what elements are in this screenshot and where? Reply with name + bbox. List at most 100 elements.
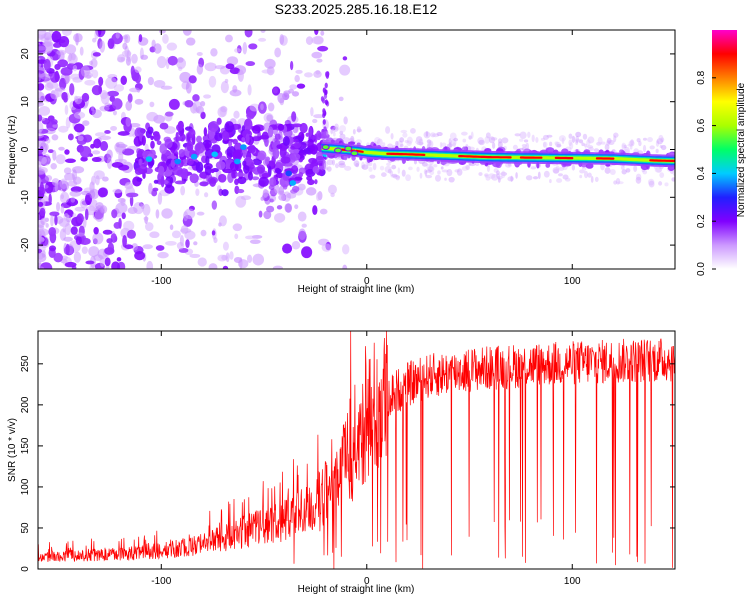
- spectrogram-cell: [468, 162, 476, 167]
- spectrogram-cell: [525, 175, 533, 181]
- spectrogram-cell: [280, 156, 291, 164]
- spectrogram-cell: [427, 142, 431, 147]
- spectrogram-cell: [51, 30, 62, 43]
- y-tick-label: 50: [20, 522, 31, 534]
- spectrogram-cell: [131, 53, 138, 64]
- spectrogram-cell: [234, 178, 239, 186]
- spectrogram-cell: [330, 129, 336, 134]
- spectrogram-cell: [633, 164, 638, 172]
- spectrogram-cell: [239, 257, 243, 269]
- spectrogram-cell: [156, 140, 162, 146]
- spectrogram-cell: [415, 136, 423, 143]
- spectrogram-cell: [330, 139, 335, 144]
- spectrogram-cell: [386, 162, 391, 167]
- spectrogram-cell: [496, 173, 501, 179]
- spectrogram-cell: [297, 211, 307, 222]
- spectrogram-cell: [272, 87, 278, 94]
- spectrogram-cell: [80, 190, 91, 196]
- spectrogram-cell: [625, 168, 631, 173]
- spectrogram-cell: [395, 140, 399, 148]
- spectrogram-cell: [247, 171, 253, 181]
- spectrogram-cell: [70, 196, 76, 203]
- spectrogram-cell: [117, 131, 130, 136]
- spectrogram-cell: [368, 166, 373, 172]
- spectrogram-cell: [440, 166, 444, 170]
- spectrogram-cell: [376, 138, 383, 146]
- spectrogram-cell: [93, 227, 99, 235]
- spectrogram-cell: [79, 145, 92, 158]
- spectrogram-cell: [91, 109, 102, 119]
- spectrogram-cell: [160, 176, 165, 188]
- spectrogram-cell: [289, 152, 301, 161]
- spectrogram-cell: [274, 183, 280, 194]
- spectrogram-cell: [122, 42, 128, 50]
- spectrogram-cell: [246, 111, 255, 120]
- spectrogram-cell: [402, 132, 408, 138]
- spectrogram-cell: [274, 212, 286, 223]
- spectrogram-cell: [464, 165, 470, 170]
- spectrogram-cell: [655, 140, 660, 147]
- spectrogram-cell: [659, 144, 663, 148]
- spectrogram-cell: [204, 192, 209, 198]
- spectrogram-cell: [488, 136, 496, 144]
- spectrogram-cell: [425, 174, 433, 179]
- spectrogram-cell: [184, 230, 196, 240]
- ridge-yellow-band: [321, 146, 675, 163]
- spectrogram-cell: [140, 203, 145, 210]
- spectrogram-cell: [67, 133, 74, 141]
- spectrogram-cell: [252, 158, 263, 166]
- spectrogram-cell: [170, 158, 176, 168]
- ridge-peak-segment: [649, 159, 675, 163]
- spectrogram-cell: [38, 88, 42, 100]
- spectrogram-cell: [113, 84, 125, 92]
- spectrogram-cell: [490, 137, 498, 141]
- spectrogram-cell: [188, 75, 197, 84]
- spectrogram-cell: [552, 167, 560, 174]
- spectrogram-cell: [454, 169, 460, 173]
- spectrogram-cell: [125, 100, 132, 111]
- spectrogram-cell: [569, 142, 574, 150]
- spectrogram-cell: [55, 154, 66, 165]
- spectrogram-cell: [169, 177, 174, 184]
- spectrogram-cell: [491, 174, 499, 181]
- spectrogram-cell: [449, 132, 457, 140]
- spectrogram-cell: [81, 246, 88, 255]
- spectrogram-cell: [204, 62, 217, 72]
- spectrogram-cell: [470, 131, 474, 139]
- spectrogram-cell: [38, 161, 42, 166]
- spectrogram-cell: [50, 163, 57, 170]
- spectrogram-cell: [390, 174, 398, 178]
- spectrogram-cell: [285, 170, 292, 177]
- spectrogram-cell: [515, 172, 518, 179]
- spectrogram-cell: [385, 126, 391, 134]
- spectrogram-cell: [134, 66, 142, 73]
- spectrogram-cell: [91, 105, 95, 112]
- spectrogram-cell: [118, 151, 124, 163]
- spectrogram-cell: [429, 141, 432, 146]
- spectrogram-cell: [606, 137, 612, 144]
- spectrogram-cell: [186, 37, 196, 46]
- spectrogram-cell: [441, 142, 447, 147]
- spectrogram-cell: [100, 141, 109, 152]
- spectrogram-cell: [301, 246, 313, 259]
- spectrogram-cell: [343, 116, 348, 125]
- spectrogram-cell: [89, 190, 96, 199]
- spectrogram-cell: [203, 127, 208, 137]
- spectrogram-cell: [159, 30, 166, 34]
- spectrogram-cell: [161, 154, 167, 162]
- spectrogram-cell: [91, 157, 102, 163]
- spectrogram-ylabel: Frequency (Hz): [7, 116, 18, 185]
- spectrogram-cell: [286, 192, 297, 199]
- spectrogram-cell: [64, 104, 69, 115]
- spectrogram-cell: [311, 36, 324, 45]
- spectrogram-cell: [453, 137, 459, 142]
- spectrogram-cell: [613, 132, 619, 138]
- spectrogram-cell: [65, 243, 70, 255]
- spectrogram-cell: [497, 141, 503, 148]
- spectrogram-cell: [174, 180, 186, 185]
- ridge-peak-segment: [458, 155, 512, 159]
- spectrogram-cell: [259, 134, 270, 140]
- spectrogram-cell: [554, 141, 559, 146]
- spectrogram-cell: [146, 260, 154, 269]
- spectrogram-cell: [211, 230, 216, 236]
